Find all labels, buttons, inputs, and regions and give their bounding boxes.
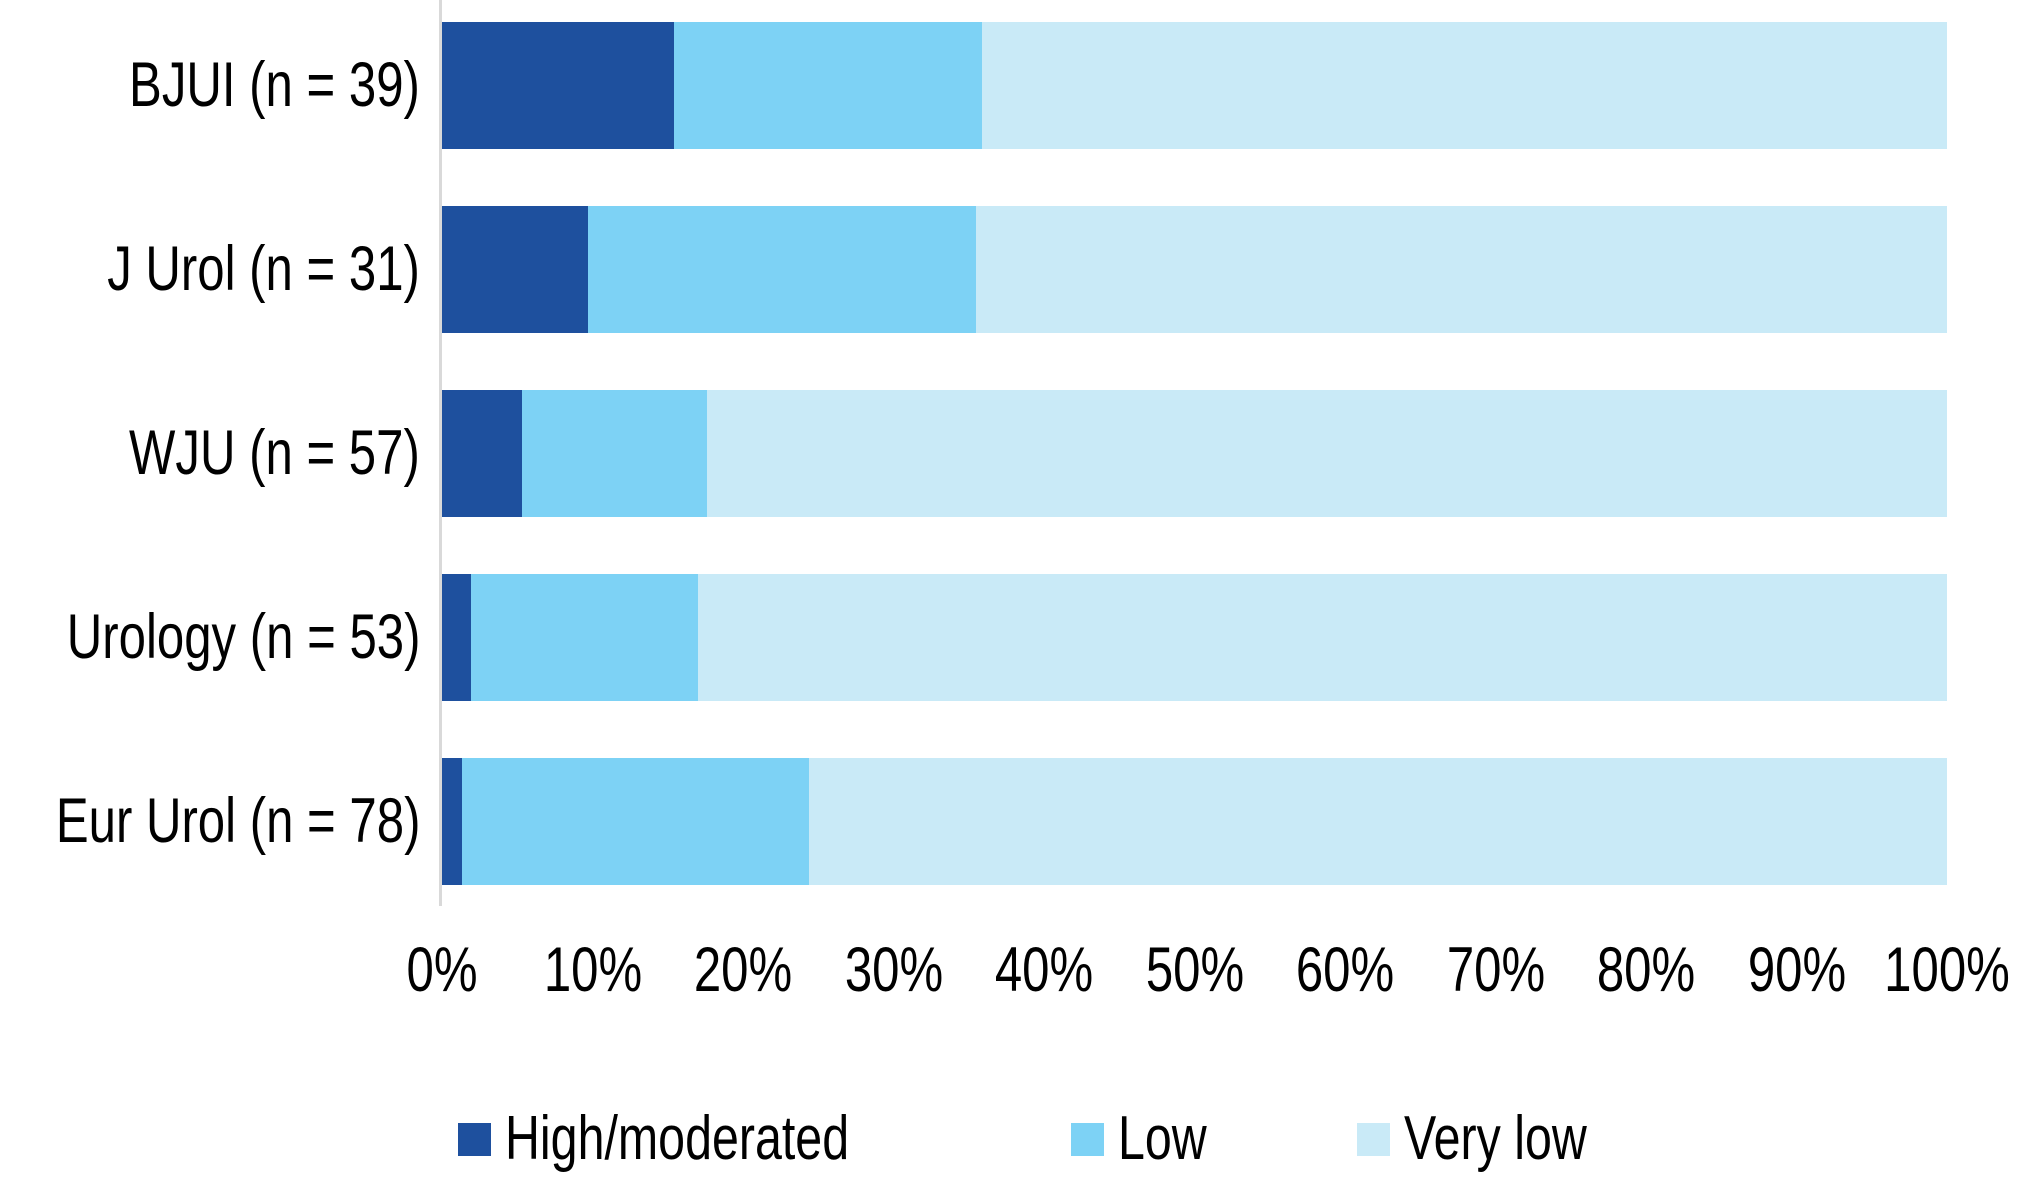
bar-segment-very-low: [697, 574, 1947, 701]
bar-track: [442, 574, 1947, 701]
bar-track: [442, 758, 1947, 885]
bar-segment-high-moderated: [442, 758, 462, 885]
bar-segment-high-moderated: [442, 206, 588, 333]
x-axis-tick-text: 0%: [406, 935, 478, 1005]
chart-row: Eur Urol (n = 78): [0, 758, 2029, 885]
x-axis-tick-label: 60%: [1282, 938, 1408, 1002]
x-axis-tick-text: 30%: [844, 935, 943, 1005]
bar-segment-low: [673, 22, 983, 149]
bar-segment-high-moderated: [442, 22, 674, 149]
legend-label: Very low: [1403, 1104, 1587, 1173]
bar-segment-low: [461, 758, 810, 885]
legend-label: Low: [1118, 1104, 1207, 1173]
x-axis-tick-label: 70%: [1432, 938, 1558, 1002]
category-label: J Urol (n = 31): [0, 206, 442, 333]
bar-segment-high-moderated: [442, 574, 471, 701]
x-axis-tick-text: 40%: [994, 935, 1094, 1005]
legend-swatch: [458, 1122, 491, 1156]
bar-segment-low: [521, 390, 707, 517]
legend-item: Very low: [1356, 1104, 1638, 1173]
x-axis-tick-label: 10%: [529, 938, 655, 1002]
x-axis-tick-text: 60%: [1295, 935, 1395, 1005]
category-label-text: J Urol (n = 31): [107, 234, 420, 304]
chart-row: J Urol (n = 31): [0, 206, 2029, 333]
chart-rows: BJUI (n = 39) J Urol (n = 31) WJU (n = 57)…: [0, 22, 2029, 942]
bar-track: [442, 22, 1947, 149]
category-label: Urology (n = 53): [0, 574, 442, 701]
x-axis-tick-text: 70%: [1446, 935, 1545, 1005]
legend-item: Low: [1071, 1108, 1232, 1170]
legend-label: High/moderated: [505, 1104, 850, 1173]
x-axis-tick-label: 90%: [1733, 938, 1859, 1002]
category-label: BJUI (n = 39): [0, 22, 442, 149]
legend-swatch: [1071, 1122, 1105, 1156]
category-label-text: BJUI (n = 39): [129, 50, 420, 120]
x-axis-tick-label: 50%: [1131, 938, 1257, 1002]
chart-row: WJU (n = 57): [0, 390, 2029, 517]
x-axis-tick-text: 50%: [1145, 935, 1244, 1005]
bar-segment-high-moderated: [442, 390, 522, 517]
x-axis-tick-label: 80%: [1583, 938, 1709, 1002]
bar-segment-very-low: [976, 206, 1947, 333]
category-label-text: Eur Urol (n = 78): [55, 786, 420, 856]
x-axis-tick-text: 80%: [1596, 935, 1696, 1005]
bar-segment-very-low: [982, 22, 1947, 149]
legend-swatch: [1356, 1122, 1390, 1156]
x-axis-tick-text: 10%: [543, 935, 642, 1005]
x-axis-tick-label: 0%: [396, 938, 487, 1002]
x-axis-tick-text: 100%: [1884, 935, 2010, 1005]
chart-row: BJUI (n = 39): [0, 22, 2029, 149]
category-label: WJU (n = 57): [0, 390, 442, 517]
bar-segment-low: [587, 206, 977, 333]
category-label-text: Urology (n = 53): [66, 602, 420, 672]
y-axis-line: [439, 0, 442, 906]
bar-segment-very-low: [706, 390, 1947, 517]
chart-row: Urology (n = 53): [0, 574, 2029, 701]
bar-track: [442, 206, 1947, 333]
bar-segment-low: [470, 574, 698, 701]
category-label-text: WJU (n = 57): [129, 418, 420, 488]
category-label: Eur Urol (n = 78): [0, 758, 442, 885]
legend-item: High/moderated: [458, 1108, 946, 1170]
x-axis-tick-label: 30%: [830, 938, 956, 1002]
x-axis-tick-label: 40%: [981, 938, 1107, 1002]
legend: High/moderated Low Very low: [458, 1104, 1638, 1174]
bar-segment-very-low: [809, 758, 1947, 885]
x-axis-tick-text: 20%: [693, 935, 793, 1005]
x-axis: 0% 10% 20% 30% 40% 50% 60% 70% 80% 90% 100%: [406, 938, 2009, 1008]
x-axis-tick-text: 90%: [1747, 935, 1846, 1005]
bar-track: [442, 390, 1947, 517]
x-axis-tick-label: 100%: [1866, 938, 2027, 1002]
x-axis-tick-label: 20%: [680, 938, 806, 1002]
